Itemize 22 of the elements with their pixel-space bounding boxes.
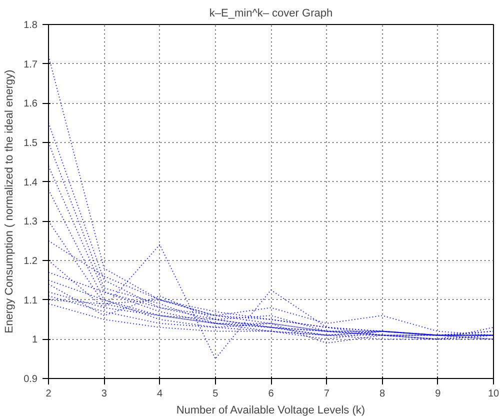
x-tick-label: 7 xyxy=(324,388,330,400)
y-tick-label: 1.4 xyxy=(24,177,38,188)
x-tick-label: 3 xyxy=(101,388,108,400)
y-tick-label: 1.6 xyxy=(24,98,38,110)
y-tick-label: 1.5 xyxy=(24,138,38,149)
y-tick-label: 1.8 xyxy=(24,20,38,31)
y-tick-label: 1.7 xyxy=(24,59,38,70)
y-tick-label: 1.2 xyxy=(24,256,38,267)
x-tick-label: 4 xyxy=(156,388,163,400)
y-tick-label: 1 xyxy=(32,334,38,346)
x-tick-label: 8 xyxy=(379,388,386,400)
y-axis-title: Energy Consumption ( normalized to the ideal energy) xyxy=(4,70,16,334)
x-tick-label: 6 xyxy=(268,388,274,400)
x-tick-label: 10 xyxy=(488,388,500,400)
y-tick-label: 1.3 xyxy=(24,216,38,228)
x-tick-label: 5 xyxy=(212,388,219,400)
x-tick-label: 9 xyxy=(435,388,442,400)
x-tick-label: 2 xyxy=(46,388,52,400)
y-tick-label: 1.1 xyxy=(24,295,38,306)
x-axis-title: Number of Available Voltage Levels (k) xyxy=(176,404,366,416)
chart-title: k–E_min^k– cover Graph xyxy=(209,8,333,20)
y-tick-label: 0.9 xyxy=(24,374,38,385)
